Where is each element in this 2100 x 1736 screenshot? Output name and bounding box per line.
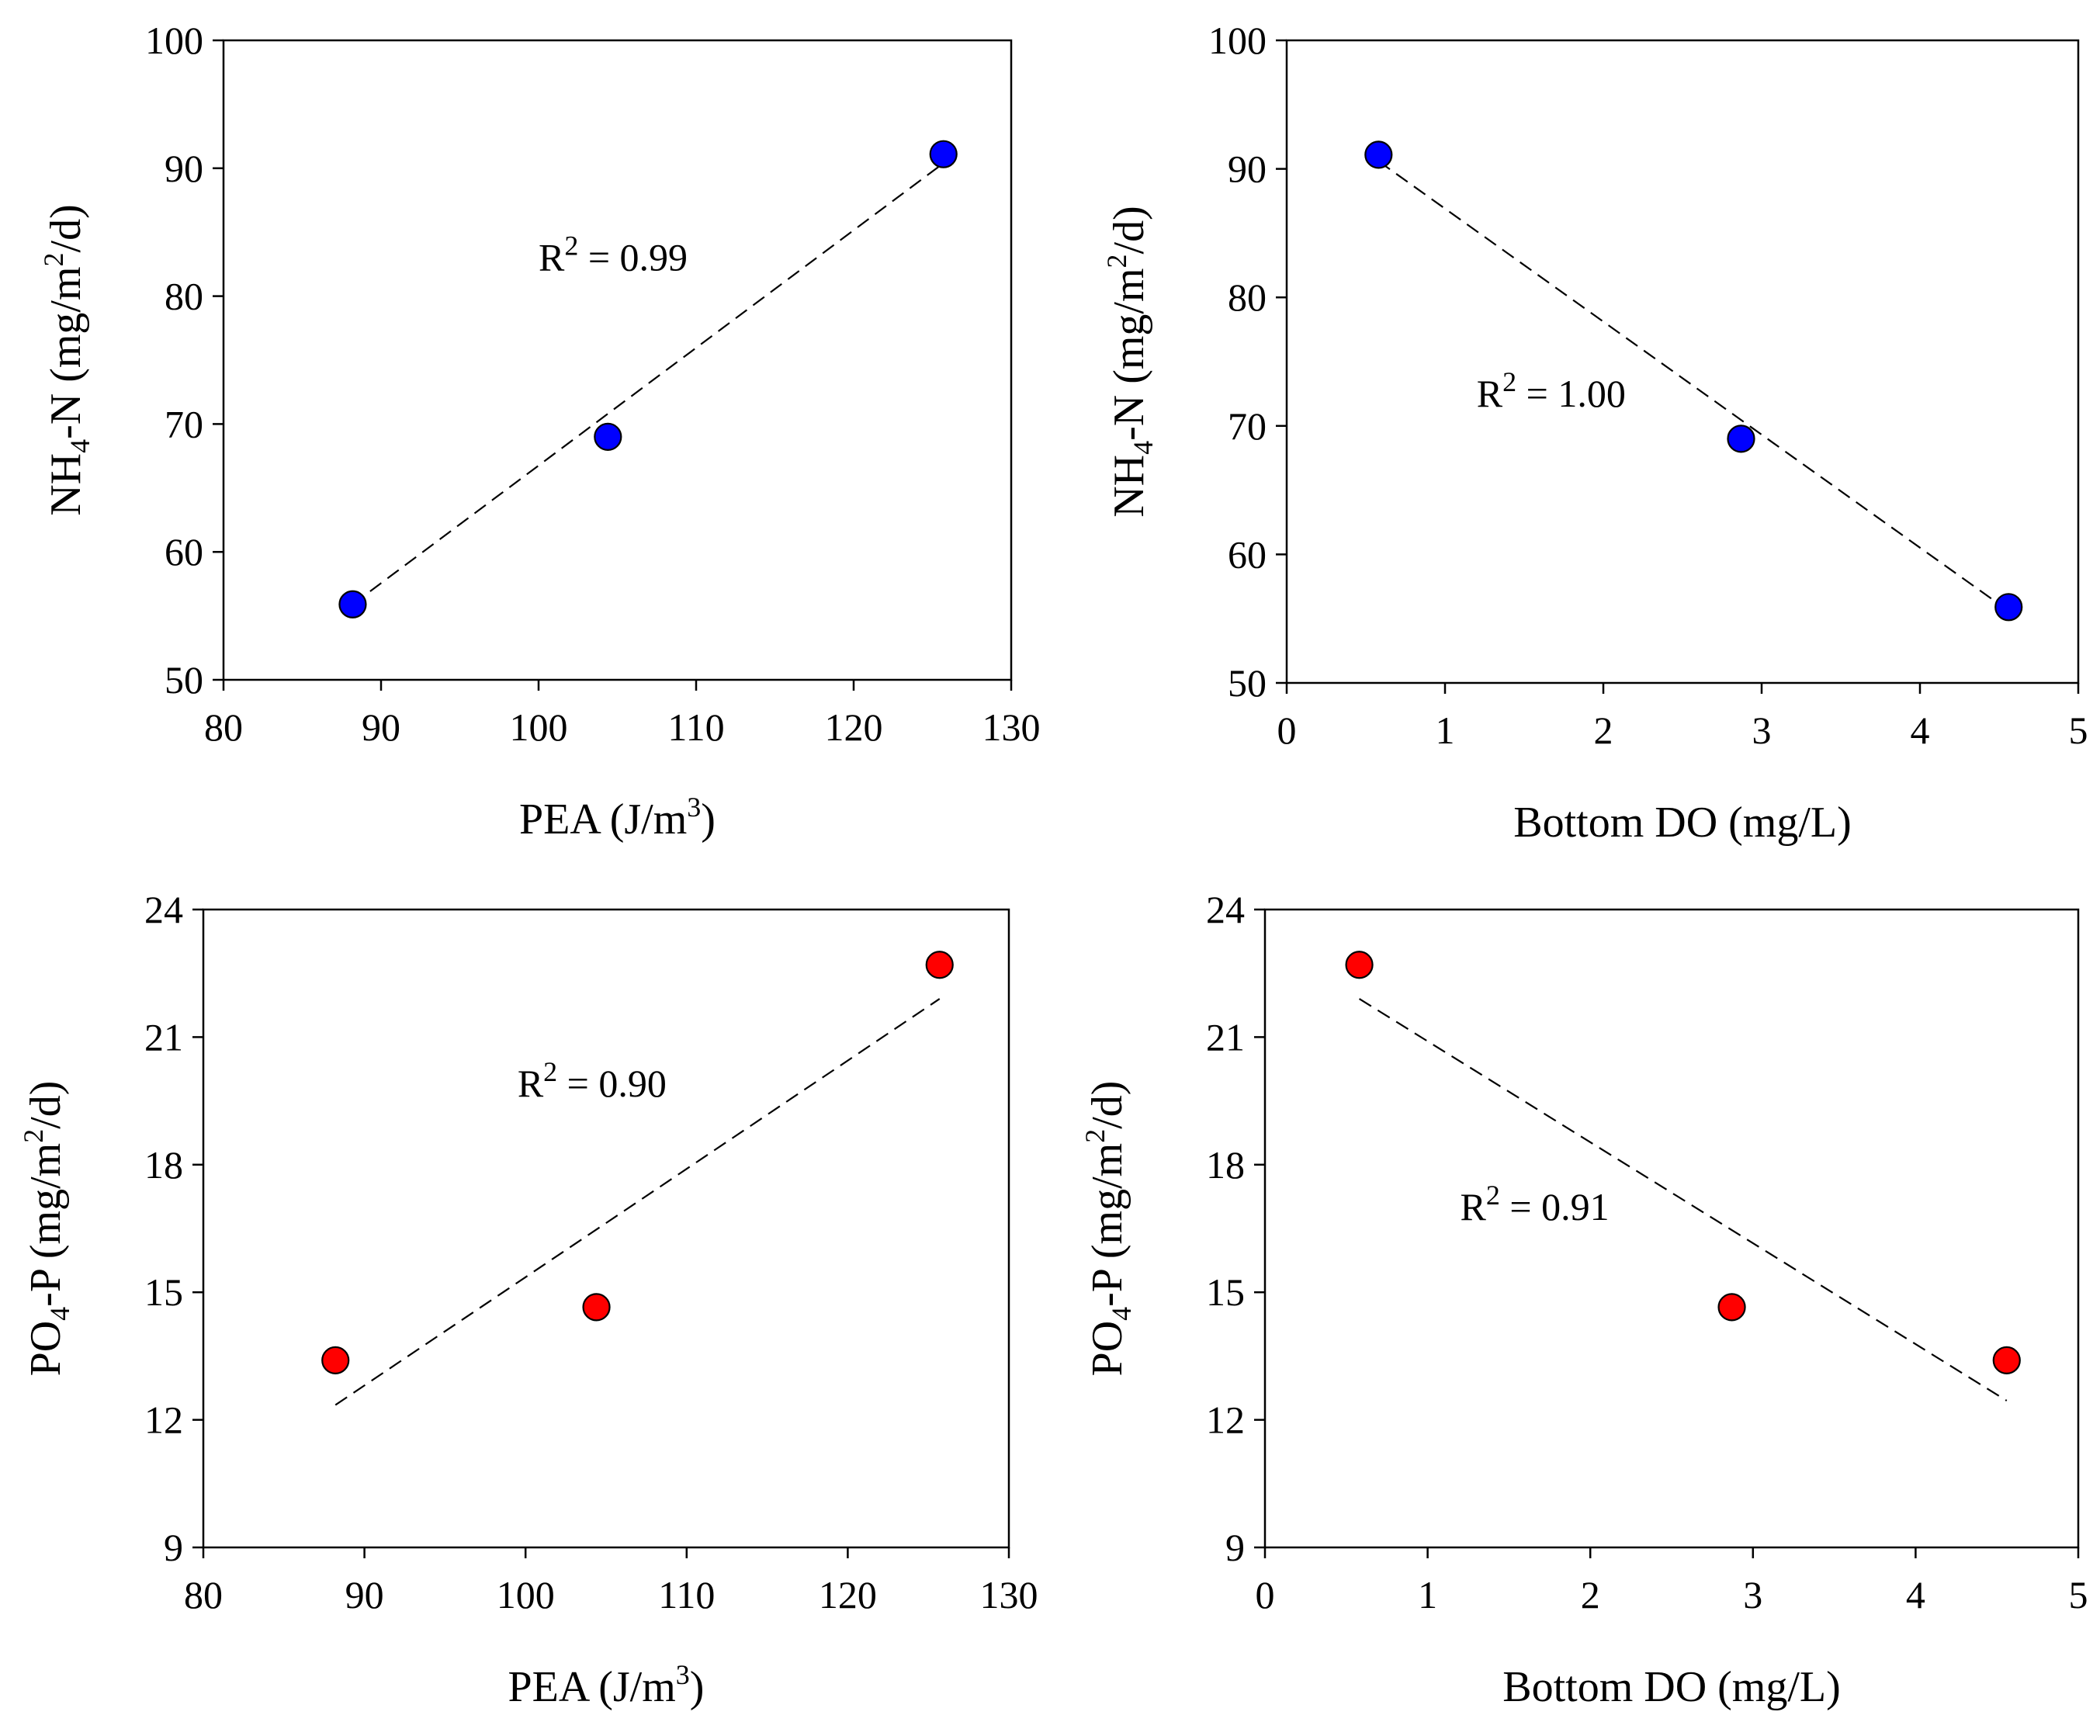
data-point [594,422,622,451]
x-tick-label: 100 [497,1573,555,1616]
y-tick-label: 60 [165,530,203,573]
y-tick-label: 70 [165,402,203,445]
x-tick-label: 80 [204,705,243,749]
data-point [925,951,954,979]
y-tick-label: 80 [1228,275,1267,319]
y-tick-label: 15 [1206,1270,1245,1314]
y-axis-title: PO4-P (mg/m2/d) [1079,1081,1137,1377]
x-tick-label: 0 [1277,709,1297,752]
y-tick-label: 12 [144,1398,183,1442]
x-tick-label: 130 [980,1573,1038,1616]
regression-line [334,998,941,1406]
data-point [1994,593,2023,622]
y-tick-label: 12 [1206,1398,1245,1442]
x-tick-label: 2 [1594,709,1613,752]
y-tick-label: 9 [164,1526,183,1569]
x-tick-label: 120 [819,1573,877,1616]
x-tick-label: 100 [510,705,568,749]
y-tick-label: 90 [1228,147,1267,191]
x-axis-title: Bottom DO (mg/L) [1502,1663,1841,1711]
r-squared-label: R2 = 0.90 [518,1056,667,1105]
x-axis-title: PEA (J/m3) [519,792,716,844]
x-tick-label: 90 [345,1573,384,1616]
r-squared-label: R2 = 0.91 [1461,1180,1610,1228]
data-point [1345,951,1374,979]
data-point [1992,1346,2021,1374]
data-point [321,1346,350,1374]
data-point [929,140,958,168]
y-tick-label: 80 [165,275,203,318]
x-tick-label: 4 [1906,1573,1925,1616]
y-tick-label: 21 [144,1015,183,1059]
data-point [1727,424,1755,453]
x-tick-label: 5 [2069,709,2088,752]
x-tick-label: 130 [982,705,1041,749]
panel-nh4-vs-pea: 80 90 100 110 120 130 50 60 70 80 90 100 PEA (J/m3) N… [38,19,1041,844]
x-tick-label: 1 [1436,709,1455,752]
panel-nh4-vs-bottom-do: 0 1 2 3 4 5 50 60 70 80 90 100 Bottom DO (mg/L) NH4-N… [1101,19,2088,847]
x-tick-label: 110 [667,705,724,749]
regression-line [352,162,944,605]
y-tick-label: 21 [1206,1015,1245,1059]
y-axis-title: PO4-P (mg/m2/d) [18,1081,75,1377]
y-tick-label: 50 [165,658,203,702]
data-point [1364,140,1393,169]
plot-frame [1263,908,2080,1549]
y-tick-label: 15 [144,1270,183,1314]
r-squared-label: R2 = 0.99 [539,230,688,279]
x-tick-label: 4 [1911,709,1930,752]
y-tick-label: 24 [144,888,183,931]
plot-frame [222,39,1013,681]
x-axis-title: PEA (J/m3) [508,1659,705,1711]
y-tick-label: 24 [1206,888,1245,931]
y-tick-label: 90 [165,147,203,190]
x-tick-label: 120 [825,705,883,749]
x-tick-label: 80 [184,1573,223,1616]
y-tick-label: 18 [1206,1143,1245,1187]
data-point [338,590,367,619]
r-squared-label: R2 = 1.00 [1477,366,1626,415]
y-tick-label: 100 [1208,19,1267,62]
x-tick-label: 0 [1256,1573,1275,1616]
y-tick-label: 70 [1228,404,1267,448]
plot-frame [1285,39,2080,684]
x-tick-label: 1 [1418,1573,1437,1616]
regression-line [1358,998,2008,1402]
data-point [582,1293,611,1322]
x-tick-label: 110 [658,1573,715,1616]
x-axis-title: Bottom DO (mg/L) [1513,799,1852,847]
y-axis-title: NH4-N (mg/m2/d) [38,204,95,516]
regression-line [1377,160,2009,612]
panel-po4-vs-pea: 80 90 100 110 120 130 9 12 15 18 21 24 PEA (J/m3) PO4… [18,888,1038,1711]
x-tick-label: 90 [362,705,400,749]
x-tick-label: 2 [1581,1573,1600,1616]
x-tick-label: 3 [1743,1573,1762,1616]
x-tick-label: 3 [1752,709,1772,752]
y-tick-label: 9 [1225,1526,1245,1569]
y-tick-label: 100 [145,19,203,62]
y-axis-title: NH4-N (mg/m2/d) [1101,206,1159,518]
data-point [1717,1293,1746,1322]
y-tick-label: 50 [1228,661,1267,705]
plot-frame [202,908,1010,1549]
x-tick-label: 5 [2069,1573,2088,1616]
y-tick-label: 60 [1228,532,1267,576]
y-tick-label: 18 [144,1143,183,1187]
